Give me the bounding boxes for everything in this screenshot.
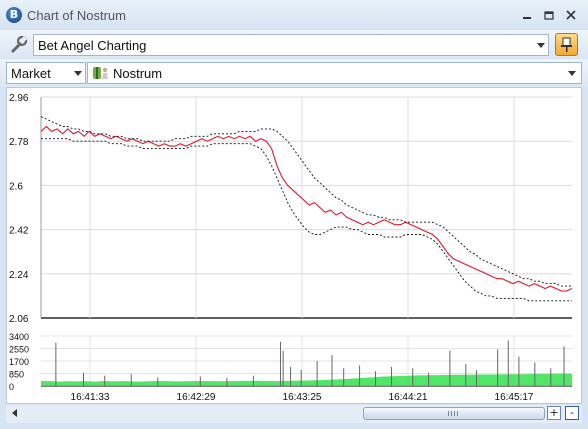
horizontal-scrollbar[interactable]: + -: [6, 405, 582, 423]
volume-area: [41, 373, 572, 386]
price-tick-label: 2.6: [9, 181, 23, 192]
minimize-icon[interactable]: [518, 6, 536, 24]
time-tick-label: 16:42:29: [177, 392, 216, 403]
volume-tick-label: 850: [9, 370, 24, 380]
price-chart: 2.96 2.78 2.6 2.42 2.24 2.06 3400 2550 1700 850 0…: [9, 93, 573, 403]
time-tick-label: 16:44:21: [389, 392, 428, 403]
title-bar: B Chart of Nostrum: [0, 0, 588, 30]
lower-band-line: [41, 138, 572, 302]
volume-tick-label: 2550: [9, 345, 29, 355]
time-tick-label: 16:45:17: [495, 392, 534, 403]
app-logo-icon: B: [6, 7, 22, 23]
zoom-in-icon[interactable]: +: [547, 406, 561, 420]
close-icon[interactable]: [562, 6, 580, 24]
volume-tick-label: 1700: [9, 357, 29, 367]
volume-tick-label: 0: [9, 382, 14, 392]
volume-tick-label: 3400: [9, 332, 29, 342]
chevron-down-icon: [74, 71, 82, 76]
selection-dropdown[interactable]: Nostrum: [87, 62, 582, 84]
price-tick-label: 2.06: [9, 314, 29, 325]
chevron-down-icon: [568, 71, 576, 76]
scroll-thumb[interactable]: [363, 407, 545, 420]
pin-icon[interactable]: [555, 33, 578, 56]
wrench-icon[interactable]: [9, 34, 29, 54]
zoom-out-icon[interactable]: -: [565, 406, 579, 420]
horse-icon: [91, 64, 111, 85]
profile-dropdown-value: Bet Angel Charting: [38, 38, 147, 53]
selection-value: Nostrum: [113, 66, 163, 81]
upper-band-line: [40, 116, 572, 287]
chevron-down-icon: [537, 43, 545, 48]
price-tick-label: 2.42: [9, 226, 29, 237]
chart-panel[interactable]: 2.96 2.78 2.6 2.42 2.24 2.06 3400 2550 1700 850 0…: [6, 87, 582, 404]
time-tick-label: 16:41:33: [71, 392, 110, 403]
price-tick-label: 2.96: [9, 93, 29, 104]
market-type-value: Market: [11, 66, 51, 81]
time-tick-label: 16:43:25: [283, 392, 322, 403]
market-type-dropdown[interactable]: Market: [6, 62, 86, 84]
scroll-left-icon[interactable]: [12, 409, 17, 417]
price-tick-label: 2.78: [9, 137, 29, 148]
maximize-icon[interactable]: [540, 6, 558, 24]
window-title: Chart of Nostrum: [27, 8, 126, 23]
price-tick-label: 2.24: [9, 270, 29, 281]
profile-dropdown[interactable]: Bet Angel Charting: [33, 34, 549, 56]
price-line: [40, 125, 573, 292]
